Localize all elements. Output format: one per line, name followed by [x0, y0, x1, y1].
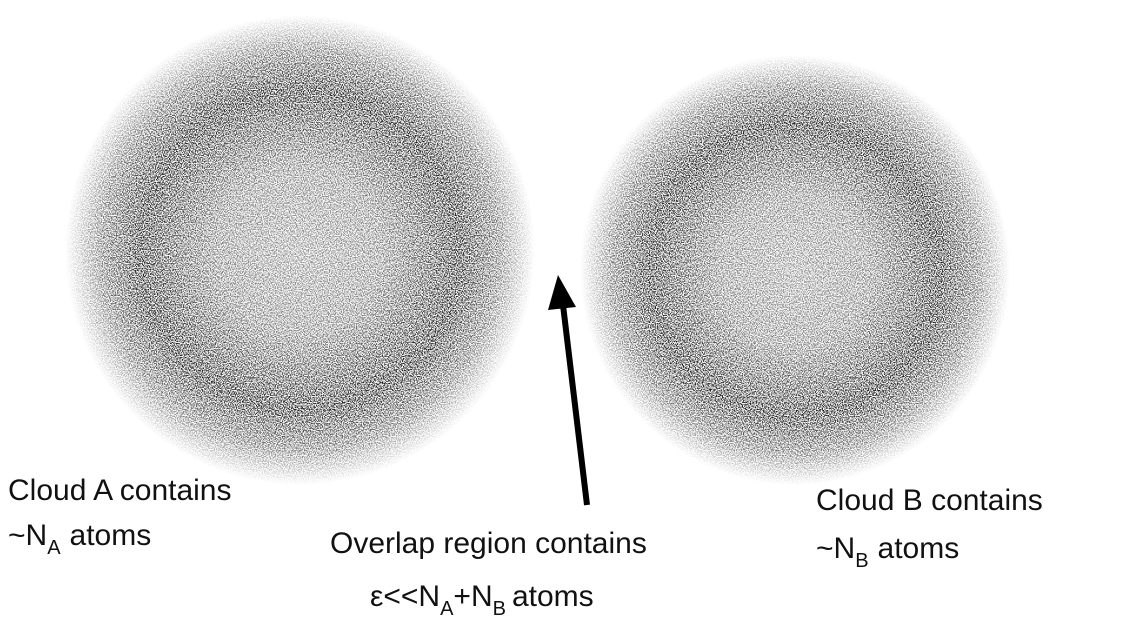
cloud-a [65, 15, 535, 485]
overlap-label: Overlap region contains [330, 527, 647, 560]
subscript: A [47, 537, 61, 559]
figure: Cloud A contains ~NAatoms Cloud B contai… [0, 0, 1124, 617]
text: atoms [70, 519, 152, 552]
text: atoms [512, 580, 594, 613]
cloud-b-label: Cloud B contains [816, 484, 1043, 517]
text: +N [453, 580, 492, 613]
subscript: A [440, 598, 454, 617]
text: ~N [816, 532, 855, 565]
cloud-a-label: Cloud A contains [8, 474, 232, 507]
subscript: B [493, 598, 506, 617]
text: atoms [878, 532, 960, 565]
text: ~N [8, 519, 47, 552]
page: Cloud A contains ~NAatoms Cloud B contai… [0, 0, 1124, 617]
subscript: B [855, 550, 868, 572]
text: ε<<N [370, 580, 440, 613]
cloud-b [580, 55, 1010, 485]
